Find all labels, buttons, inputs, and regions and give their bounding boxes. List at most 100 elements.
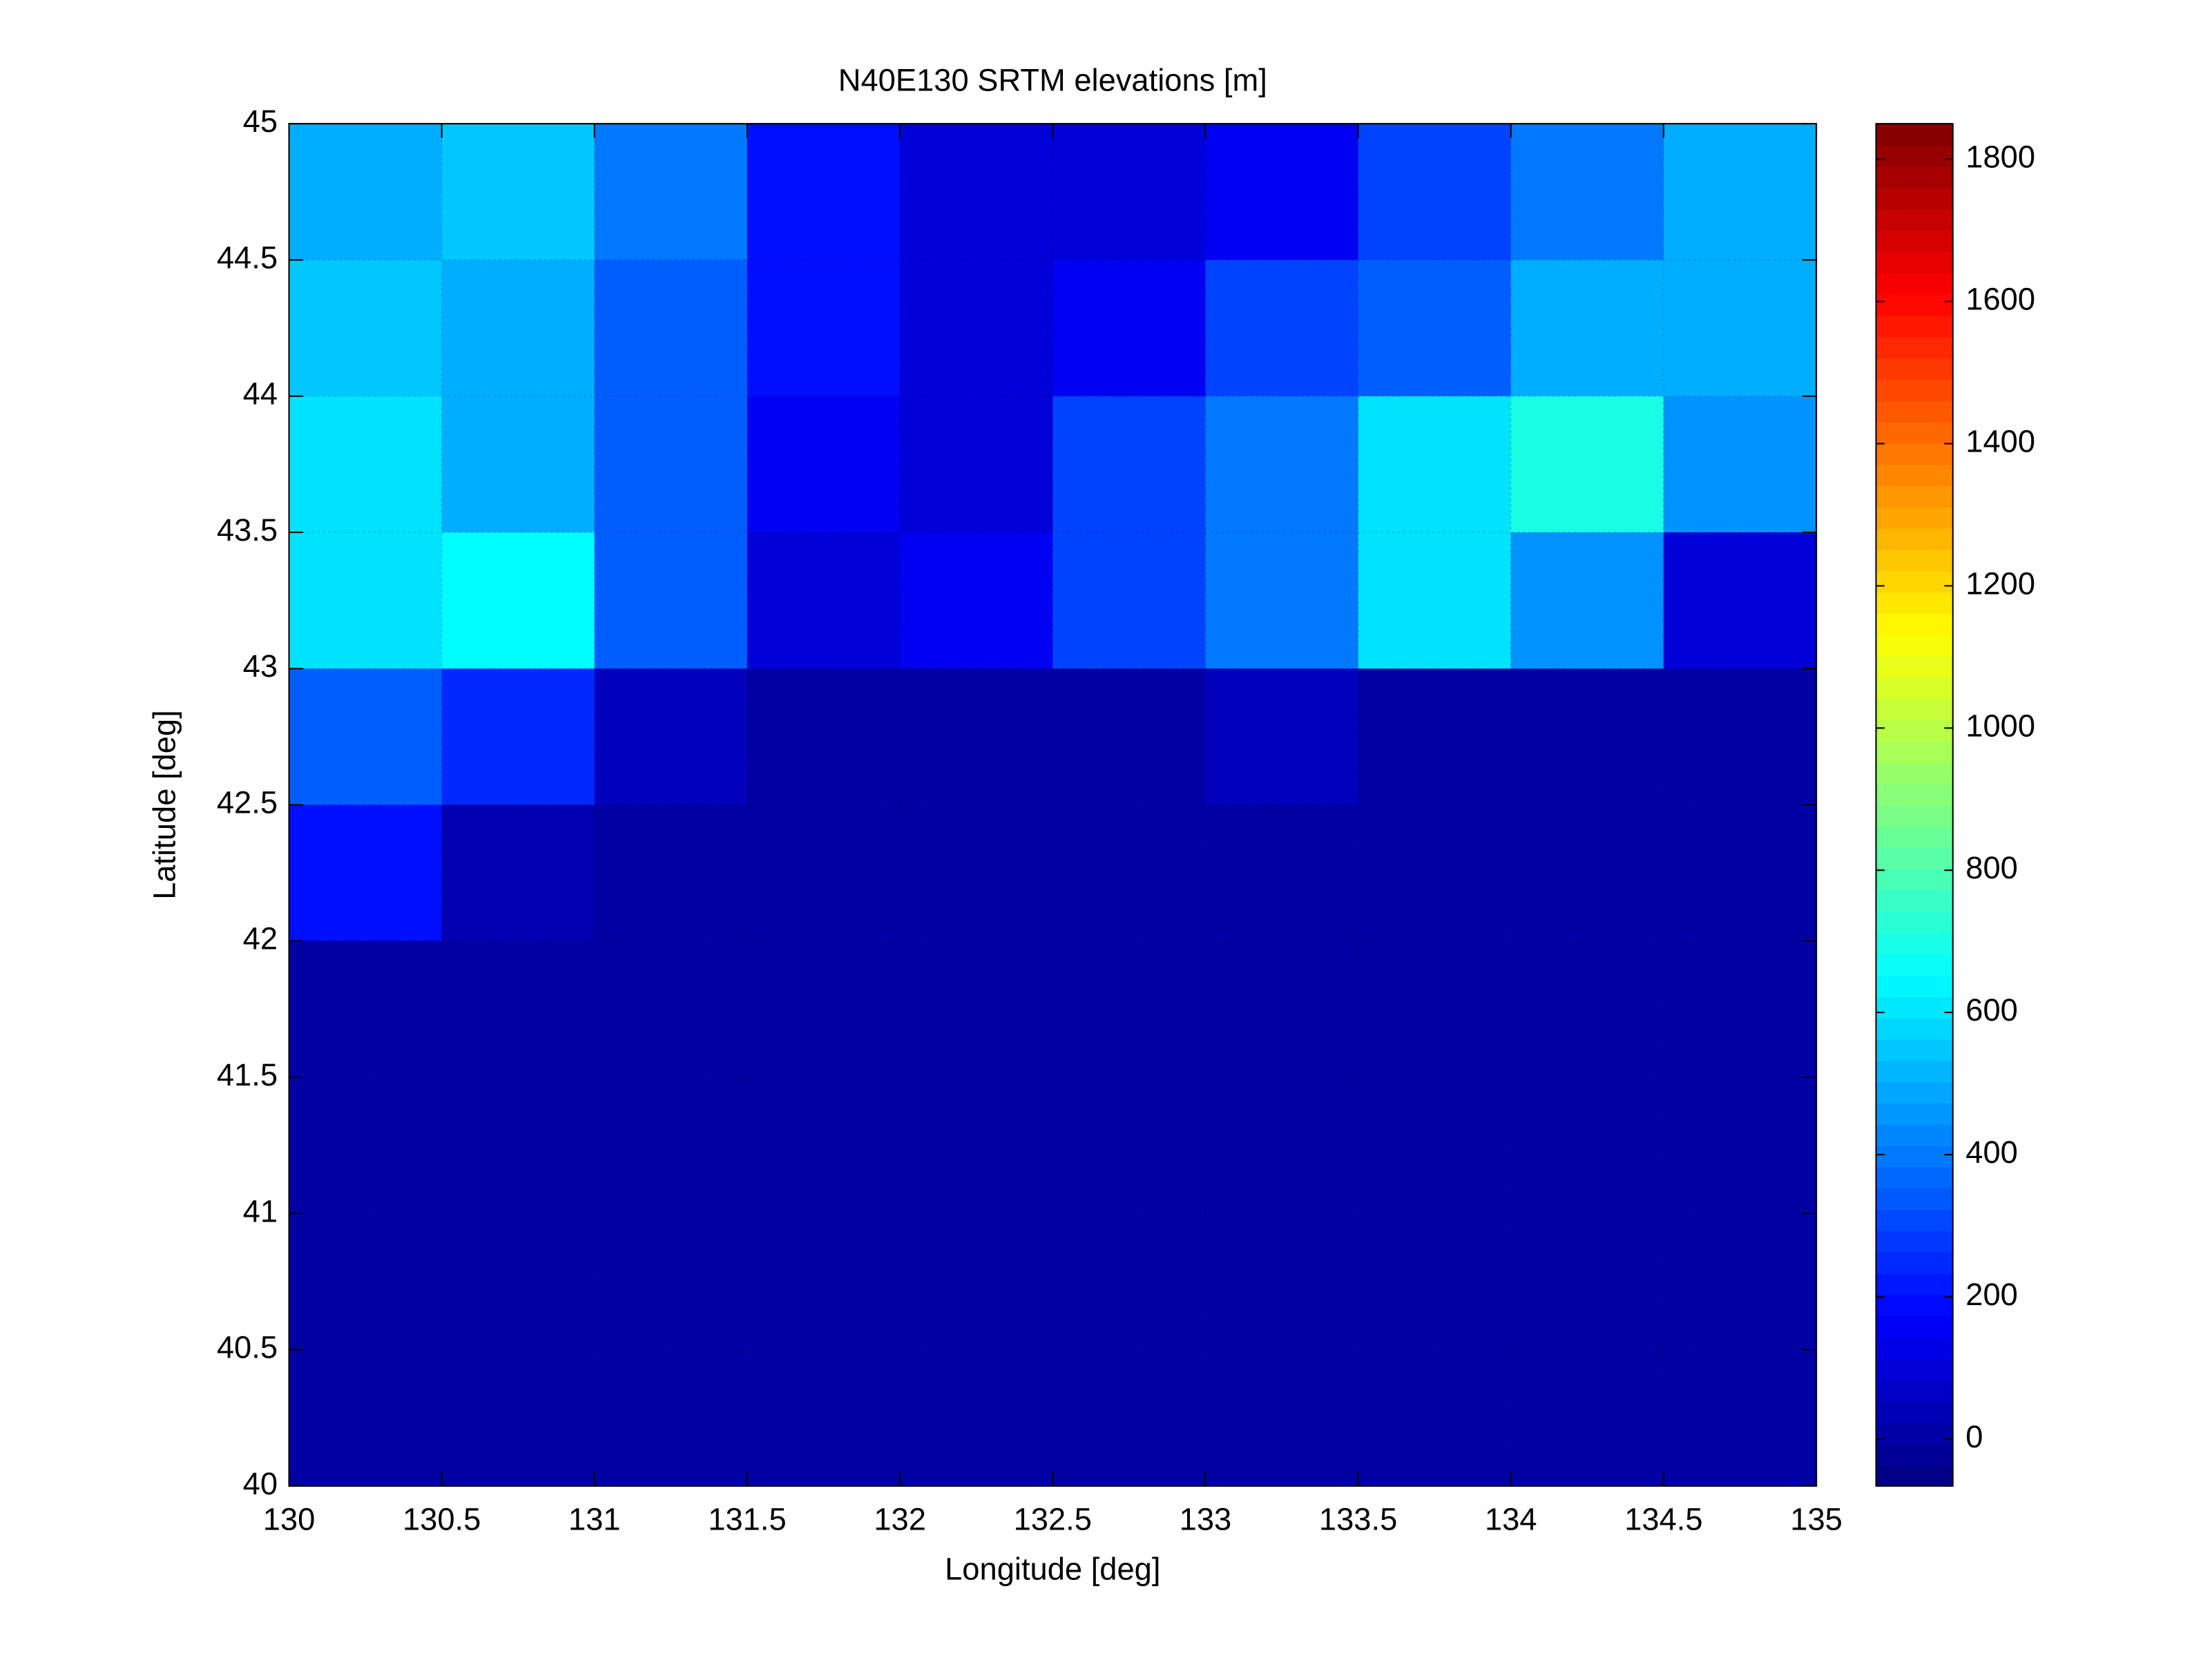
colorbar-band (1876, 272, 1953, 295)
cell (1663, 124, 1818, 261)
cell (1510, 396, 1664, 533)
cell (1663, 1213, 1818, 1351)
cell (747, 396, 901, 533)
colorbar-band (1876, 698, 1953, 721)
colorbar-band (1876, 868, 1953, 891)
colorbar-band (1876, 1465, 1953, 1487)
x-tick-label: 134.5 (1624, 1501, 1702, 1536)
colorbar-tick-label: 1800 (1965, 139, 2035, 175)
cell (747, 1349, 901, 1487)
cell (1510, 1349, 1664, 1487)
x-tick-label: 135 (1790, 1501, 1843, 1536)
x-tick-label: 130 (263, 1501, 316, 1536)
cell (289, 668, 443, 806)
cell (289, 1213, 443, 1351)
colorbar-tick-label: 1400 (1965, 423, 2035, 459)
cell (441, 1077, 595, 1215)
cell (1663, 668, 1818, 806)
colorbar-band (1876, 336, 1953, 359)
y-tick-label: 43.5 (217, 512, 278, 548)
cell (1510, 260, 1664, 397)
cell (1510, 124, 1664, 261)
cell (1358, 1349, 1512, 1487)
x-tick-label: 131.5 (708, 1501, 786, 1536)
cell (747, 804, 901, 942)
colorbar-band (1876, 251, 1953, 273)
cell (289, 124, 443, 261)
colorbar-band (1876, 187, 1953, 210)
colorbar-band (1876, 1422, 1953, 1445)
colorbar-tick-label: 800 (1965, 850, 2018, 885)
colorbar-band (1876, 400, 1953, 423)
colorbar-band (1876, 1337, 1953, 1359)
cell (1358, 804, 1512, 942)
colorbar-band (1876, 421, 1953, 444)
colorbar-band (1876, 315, 1953, 338)
cell (1358, 941, 1512, 1079)
colorbar-band (1876, 1358, 1953, 1380)
x-tick-label: 133 (1180, 1501, 1232, 1536)
x-tick-label: 130.5 (403, 1501, 481, 1536)
cell (1358, 668, 1512, 806)
cell (1358, 532, 1512, 670)
colorbar-band (1876, 1039, 1953, 1061)
cell (441, 260, 595, 397)
cell (900, 1077, 1054, 1215)
cell (594, 1349, 748, 1487)
cell (1663, 260, 1818, 397)
colorbar-band (1876, 485, 1953, 508)
cell (1052, 1349, 1206, 1487)
cell (1358, 124, 1512, 261)
cell (289, 396, 443, 533)
x-tick-label: 132 (874, 1501, 926, 1536)
colorbar-band (1876, 144, 1953, 167)
cell (1205, 124, 1359, 261)
colorbar-band (1876, 932, 1953, 955)
colorbar-band (1876, 804, 1953, 827)
colorbar-tick-label: 1200 (1965, 566, 2035, 601)
x-tick-label: 132.5 (1014, 1501, 1092, 1536)
colorbar-band (1876, 783, 1953, 806)
cell (747, 1213, 901, 1351)
cell (1205, 396, 1359, 533)
colorbar-band (1876, 741, 1953, 763)
colorbar-band (1876, 975, 1953, 997)
colorbar-band (1876, 209, 1953, 231)
cell (1510, 804, 1664, 942)
cell (1510, 668, 1664, 806)
cell (594, 668, 748, 806)
cell (441, 396, 595, 533)
cell (900, 1213, 1054, 1351)
colorbar-band (1876, 1081, 1953, 1104)
cell (1358, 1213, 1512, 1351)
colorbar-band (1876, 1273, 1953, 1295)
cell (1358, 1077, 1512, 1215)
cell (1663, 804, 1818, 942)
cell (1205, 1077, 1359, 1215)
cell (594, 260, 748, 397)
colorbar-tick-label: 1000 (1965, 708, 2035, 743)
colorbar-band (1876, 464, 1953, 487)
cell (1663, 1349, 1818, 1487)
colorbar-band (1876, 528, 1953, 550)
colorbar-band (1876, 1230, 1953, 1253)
cell (594, 1077, 748, 1215)
y-axis-label: Latitude [deg] (146, 710, 182, 900)
cell (594, 532, 748, 670)
colorbar-band (1876, 1188, 1953, 1211)
colorbar-band (1876, 506, 1953, 529)
colorbar-band (1876, 443, 1953, 465)
cell (1052, 260, 1206, 397)
y-tick-label: 44 (243, 376, 278, 412)
colorbar-tick-label: 0 (1965, 1419, 1983, 1454)
cell (441, 668, 595, 806)
cell (1510, 1077, 1664, 1215)
cell (289, 1349, 443, 1487)
cell (1358, 396, 1512, 533)
cell (1205, 1349, 1359, 1487)
cell (900, 532, 1054, 670)
cell (1205, 804, 1359, 942)
cell (900, 260, 1054, 397)
x-tick-label: 131 (568, 1501, 621, 1536)
